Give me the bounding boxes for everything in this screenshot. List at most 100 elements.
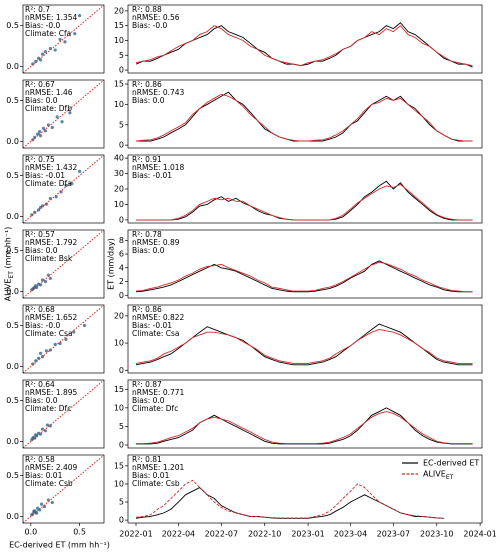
x-tick-label: 0.0 xyxy=(24,528,37,537)
point xyxy=(53,48,57,52)
annotation: Bias: -0.0 xyxy=(25,321,61,330)
annotation: Climate: Bsk xyxy=(25,254,73,263)
annotation: R²: 0.86 xyxy=(132,305,162,314)
plot-frame xyxy=(127,229,483,299)
x-tick-label: 2023-04 xyxy=(334,530,367,539)
y-axis-label: ALIVEET (mm hh⁻¹) xyxy=(4,227,16,302)
y-tick-label: 0.0 xyxy=(6,362,19,371)
one-to-one-line xyxy=(22,379,105,449)
annotation: nRMSE: 0.771 xyxy=(132,388,185,397)
y-tick-label: 10 xyxy=(114,479,124,488)
point xyxy=(78,14,82,18)
one-to-one-line xyxy=(22,229,105,299)
y-tick-label: 0.0 xyxy=(6,512,19,521)
y-tick-label: 0 xyxy=(119,516,124,525)
y-tick-label: 0 xyxy=(119,366,124,375)
point xyxy=(40,278,45,282)
annotation: R²: 0.87 xyxy=(132,380,162,389)
annotation: nRMSE: 0.89 xyxy=(132,238,180,247)
x-tick-label: 2022-01 xyxy=(119,530,152,539)
x-tick-label: 2022-04 xyxy=(162,530,195,539)
x-tick-label: 2022-10 xyxy=(248,530,281,539)
point xyxy=(38,134,43,138)
point xyxy=(34,433,38,437)
y-tick-label: 0.0 xyxy=(6,62,19,71)
series-line xyxy=(135,25,473,67)
annotation: nRMSE: 0.822 xyxy=(132,313,185,322)
one-to-one-line xyxy=(22,79,105,149)
plot-frame xyxy=(22,379,105,449)
one-to-one-line xyxy=(22,4,105,74)
annotation: R²: 0.7 xyxy=(25,5,50,14)
y-tick-label: 0.5 xyxy=(6,21,19,30)
y-tick-label: 10 xyxy=(114,36,124,45)
annotation: R²: 0.75 xyxy=(25,155,55,164)
annotation: nRMSE: 1.792 xyxy=(25,238,78,247)
annotation: R²: 0.57 xyxy=(25,230,55,239)
point xyxy=(34,284,38,288)
plot-frame xyxy=(22,454,105,524)
y-tick-label: 10 xyxy=(114,339,124,348)
y-tick-label: 30 xyxy=(114,169,124,178)
series-line xyxy=(135,22,473,68)
annotation: Bias: -0.01 xyxy=(132,321,172,330)
point xyxy=(40,427,45,431)
series-line xyxy=(136,411,473,444)
annotation: R²: 0.64 xyxy=(25,380,55,389)
plot-frame xyxy=(22,4,105,74)
annotation: nRMSE: 1.652 xyxy=(25,313,78,322)
y-tick-label: 20 xyxy=(114,6,124,15)
annotation: Bias: 0.0 xyxy=(25,96,58,105)
point xyxy=(58,37,62,42)
y-tick-label: 40 xyxy=(114,154,124,163)
x-tick-label: 2024-01 xyxy=(463,530,496,539)
y-tick-label: 8 xyxy=(119,236,124,245)
y-tick-label: 5 xyxy=(119,498,124,507)
annotation: Climate: Dfb xyxy=(25,104,72,113)
point xyxy=(72,330,76,334)
x-tick-label: 0.5 xyxy=(73,528,86,537)
series-line xyxy=(135,329,473,364)
y-tick-label: 15 xyxy=(114,80,124,89)
y-tick-label: 20 xyxy=(114,311,124,320)
y-tick-label: 5 xyxy=(119,51,124,60)
series-line xyxy=(135,479,444,519)
point xyxy=(44,349,49,353)
annotation: Bias: 0.01 xyxy=(132,471,170,480)
point xyxy=(45,423,49,427)
point xyxy=(38,351,43,355)
y-tick-label: 0 xyxy=(119,66,124,75)
annotation: R²: 0.86 xyxy=(132,80,162,89)
y-tick-label: 10 xyxy=(114,200,124,209)
series-line xyxy=(135,93,473,142)
point xyxy=(43,50,48,54)
y-tick-label: 0.0 xyxy=(6,137,19,146)
point xyxy=(50,500,54,505)
y-tick-label: 0.0 xyxy=(6,212,19,221)
annotation: nRMSE: 1.018 xyxy=(132,163,185,172)
annotation: R²: 0.88 xyxy=(132,5,162,14)
annotation: Bias: 0.0 xyxy=(132,96,165,105)
series-line xyxy=(135,487,444,519)
y-tick-label: 0.5 xyxy=(6,246,19,255)
y-tick-label: 15 xyxy=(114,385,124,394)
plot-frame xyxy=(127,379,483,449)
y-tick-label: 20 xyxy=(114,185,124,194)
y-tick-label: 5 xyxy=(119,120,124,129)
point xyxy=(41,126,46,130)
point xyxy=(78,169,82,173)
y-axis-label: ET (mm/day) xyxy=(107,238,116,290)
x-axis-label: EC-derived ET (mm hh⁻¹) xyxy=(9,541,110,550)
annotation: Climate: Cfa xyxy=(25,29,71,38)
point xyxy=(39,502,44,506)
plot-frame xyxy=(22,229,105,299)
annotation: R²: 0.67 xyxy=(25,80,55,89)
annotation: Bias: -0.01 xyxy=(132,171,172,180)
y-tick-label: 0.5 xyxy=(6,171,19,180)
plot-frame xyxy=(22,304,105,374)
point xyxy=(82,323,87,328)
y-tick-label: 0 xyxy=(119,141,124,150)
point xyxy=(63,40,67,44)
annotation: nRMSE: 0.743 xyxy=(132,88,185,97)
point xyxy=(42,505,47,509)
